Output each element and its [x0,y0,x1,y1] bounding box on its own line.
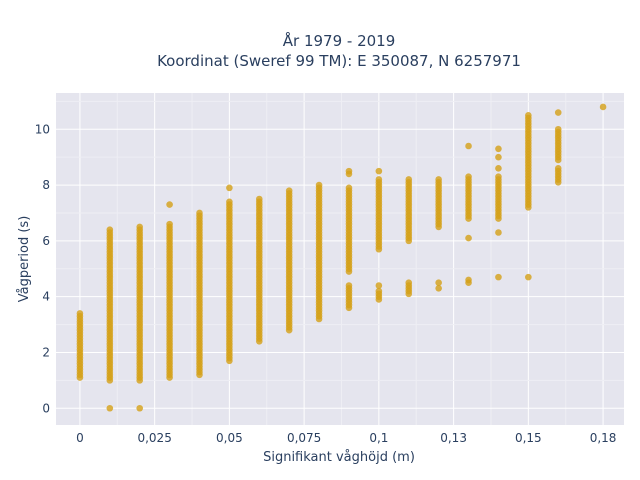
data-point [226,198,233,206]
y-tick-label: 10 [35,122,50,136]
data-point [136,223,144,231]
data-point [435,279,442,287]
data-point [495,273,502,281]
x-tick-label: 0,18 [590,431,617,445]
data-point [465,173,472,180]
y-tick-labels: 0 2 4 6 8 10 [35,122,50,415]
data-point [166,220,173,228]
x-tick-label: 0,075 [287,431,321,445]
data-point [525,112,532,119]
data-point [495,153,502,161]
x-tick-labels: 0 0,025 0,05 0,075 0,1 0,13 0,15 0,18 [76,431,616,445]
data-point [435,176,442,183]
data-point [405,176,413,183]
data-point [196,209,203,217]
x-tick-label: 0 [76,431,84,445]
data-point [345,184,353,192]
y-tick-label: 0 [42,401,50,415]
x-tick-label: 0,05 [216,431,243,445]
data-point [495,229,502,236]
data-point [226,184,233,192]
data-point [345,167,353,175]
chart-subtitle: Koordinat (Sweref 99 TM): E 350087, N 62… [157,52,521,70]
data-point [166,201,173,208]
data-point [345,282,353,289]
data-point [405,279,413,287]
data-point [495,145,502,153]
data-point [136,404,144,412]
data-point [599,103,607,111]
grid-lines [56,93,624,425]
data-point [495,165,502,172]
y-tick-label: 8 [42,178,50,192]
x-tick-label: 0,15 [515,431,542,445]
data-point [554,165,562,172]
chart-title: År 1979 - 2019 [283,31,396,50]
data-point [315,181,323,189]
data-point [375,282,383,289]
data-point [525,273,532,281]
x-tick-label: 0,13 [440,431,467,445]
y-tick-label: 2 [42,345,50,359]
data-point [375,167,383,175]
data-point [495,173,502,180]
data-point [375,176,383,183]
data-point [554,125,562,133]
data-point [106,404,114,412]
data-point [285,187,293,194]
data-point [435,284,442,292]
data-points [76,103,607,412]
data-point [106,226,114,234]
x-axis-title: Signifikant våghöjd (m) [263,450,415,465]
data-point [554,109,562,116]
data-point [465,142,472,150]
x-tick-label: 0,025 [137,431,171,445]
data-point [76,310,84,317]
y-axis-title: Vågperiod (s) [17,216,32,303]
data-point [375,287,383,295]
y-tick-label: 6 [42,234,50,248]
data-point [465,234,472,242]
x-tick-label: 0,1 [369,431,388,445]
y-tick-label: 4 [42,290,50,304]
data-point [255,195,263,203]
data-point [465,276,472,284]
